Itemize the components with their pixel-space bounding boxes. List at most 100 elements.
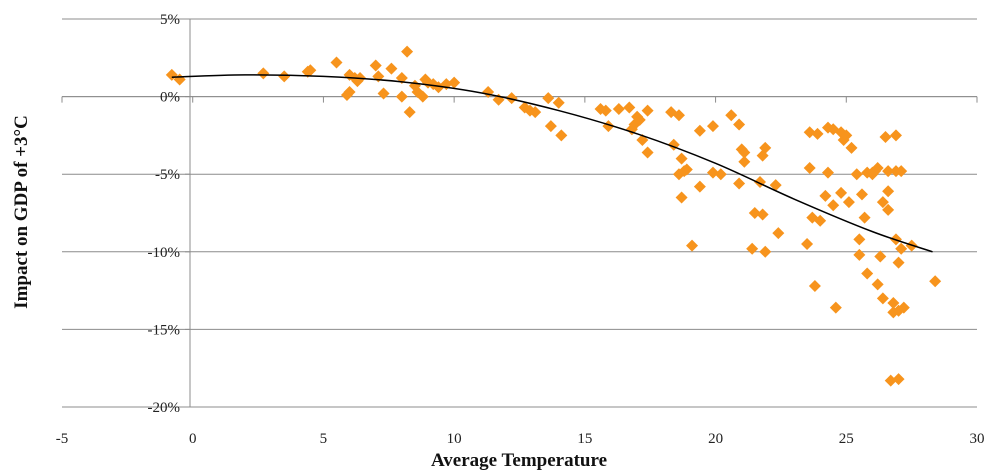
trend-curve: [171, 74, 933, 253]
data-point: [693, 124, 706, 137]
data-point: [448, 76, 461, 89]
y-tick-label: -10%: [148, 245, 181, 261]
x-axis-tick-labels: -5 0 5 10 15 20 25 30: [56, 431, 985, 447]
data-point: [772, 227, 785, 240]
data-point: [672, 109, 685, 122]
data-point: [811, 127, 824, 140]
x-tick-label: -5: [56, 431, 69, 447]
data-point: [680, 163, 693, 176]
data-point: [343, 85, 356, 98]
data-point: [876, 292, 889, 305]
data-point: [641, 146, 654, 159]
data-point: [889, 129, 902, 142]
y-tick-label: -5%: [155, 167, 180, 183]
data-point: [756, 208, 769, 221]
data-point: [840, 129, 853, 142]
data-point: [706, 166, 719, 179]
x-tick-label: 10: [447, 431, 462, 447]
data-point: [882, 185, 895, 198]
data-point: [803, 126, 816, 139]
x-tick-label: 5: [320, 431, 328, 447]
data-point: [714, 168, 727, 181]
y-tick-label: -15%: [148, 322, 181, 338]
data-point: [871, 161, 884, 174]
data-point: [542, 92, 555, 105]
data-point: [165, 68, 178, 81]
x-tick-label: 30: [970, 431, 985, 447]
data-point: [395, 90, 408, 103]
x-tick-label: 20: [708, 431, 723, 447]
data-point: [895, 165, 908, 178]
data-point: [853, 233, 866, 246]
data-point: [769, 179, 782, 192]
data-point: [278, 70, 291, 83]
data-point: [304, 64, 317, 77]
data-point: [612, 103, 625, 116]
data-points: [165, 45, 942, 387]
data-point: [738, 146, 751, 159]
y-tick-label: 5%: [160, 12, 180, 28]
data-point: [884, 374, 897, 387]
data-point: [879, 130, 892, 143]
data-point: [759, 141, 772, 154]
x-tick-label: 15: [577, 431, 592, 447]
data-point: [369, 59, 382, 72]
data-point: [808, 279, 821, 292]
data-point: [505, 92, 518, 105]
data-point: [738, 155, 751, 168]
data-point: [257, 67, 270, 80]
data-point: [746, 242, 759, 255]
data-point: [871, 278, 884, 291]
data-point: [330, 56, 343, 69]
data-point: [633, 113, 646, 126]
data-point: [675, 152, 688, 165]
data-point: [897, 301, 910, 314]
axes: [61, 18, 978, 408]
data-point: [887, 297, 900, 310]
data-point: [882, 203, 895, 216]
data-point: [829, 301, 842, 314]
data-point: [552, 96, 565, 109]
data-point: [706, 120, 719, 133]
gridlines: [62, 18, 977, 408]
y-tick-label: -20%: [148, 400, 181, 416]
y-axis-title: Impact on GDP of +3°C: [11, 115, 32, 309]
data-point: [845, 141, 858, 154]
data-point: [855, 188, 868, 201]
data-point: [416, 90, 429, 103]
data-point: [725, 109, 738, 122]
data-point: [850, 168, 863, 181]
data-point: [377, 87, 390, 100]
data-point: [882, 165, 895, 178]
data-point: [842, 196, 855, 209]
data-point: [641, 104, 654, 117]
data-point: [801, 238, 814, 251]
data-point: [853, 248, 866, 261]
data-point: [733, 118, 746, 131]
data-point: [623, 101, 636, 114]
data-point: [401, 45, 414, 58]
data-point: [819, 189, 832, 202]
data-point: [693, 180, 706, 193]
data-point: [675, 191, 688, 204]
data-point: [892, 373, 905, 386]
data-point: [748, 207, 761, 219]
x-tick-label: 0: [189, 431, 197, 447]
data-point: [686, 239, 699, 252]
data-point: [759, 245, 772, 258]
data-point: [555, 129, 568, 142]
data-point: [835, 186, 848, 199]
data-point: [821, 166, 834, 179]
data-point: [861, 267, 874, 280]
data-point: [803, 161, 816, 174]
data-point: [733, 177, 746, 190]
data-point: [858, 211, 871, 224]
y-axis-tick-labels: 5% 0% -5% -10% -15% -20%: [148, 12, 181, 416]
data-point: [599, 104, 612, 117]
data-point: [929, 275, 942, 288]
data-point: [529, 106, 542, 119]
data-point: [403, 106, 416, 119]
data-point: [827, 199, 840, 212]
data-point: [876, 196, 889, 209]
